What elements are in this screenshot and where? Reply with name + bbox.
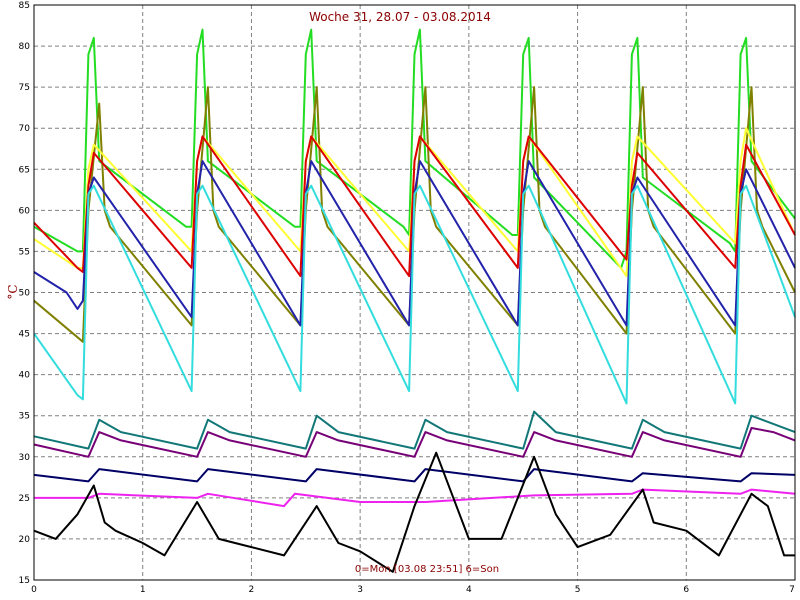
series-line-11 (33, 451, 795, 573)
y-tick-label: 50 (19, 289, 31, 299)
y-tick-label: 45 (19, 330, 30, 340)
y-tick-label: 25 (19, 494, 30, 504)
x-tick-label: 4 (466, 585, 472, 595)
grid (34, 5, 795, 580)
y-tick-label: 60 (19, 206, 31, 216)
series-line-1 (33, 28, 796, 269)
y-tick-label: 20 (19, 535, 31, 545)
series-line-4 (33, 135, 796, 278)
y-tick-label: 30 (19, 453, 31, 463)
y-tick-label: 85 (19, 1, 30, 11)
x-tick-label: 3 (357, 585, 363, 595)
plot-frame (33, 4, 796, 581)
y-tick-label: 15 (19, 576, 30, 586)
x-tick-label: 2 (249, 585, 255, 595)
x-tick-label: 1 (140, 585, 146, 595)
y-tick-label: 70 (19, 124, 31, 134)
y-tick-label: 75 (19, 83, 30, 93)
x-tick-label: 5 (575, 585, 581, 595)
y-tick-label: 40 (19, 371, 31, 381)
y-tick-label: 65 (19, 165, 30, 175)
series-line-6 (33, 184, 796, 405)
series-line-8 (33, 427, 796, 458)
chart-title: Woche 31, 28.07 - 03.08.2014 (309, 10, 491, 24)
status-text: 0=Mon [03.08 23:51] 6=Son (355, 564, 499, 575)
y-tick-label: 80 (19, 42, 31, 52)
x-tick-label: 7 (789, 585, 795, 595)
x-tick-label: 6 (683, 585, 689, 595)
y-axis-label: °C (6, 284, 20, 299)
y-tick-label: 35 (19, 412, 30, 422)
y-tick-label: 55 (19, 247, 30, 257)
series-lines (33, 28, 796, 573)
series-line-7 (33, 410, 796, 450)
series-line-10 (34, 488, 796, 508)
x-tick-label: 0 (31, 585, 37, 595)
series-line-9 (33, 468, 796, 483)
series-line-2 (33, 86, 796, 343)
